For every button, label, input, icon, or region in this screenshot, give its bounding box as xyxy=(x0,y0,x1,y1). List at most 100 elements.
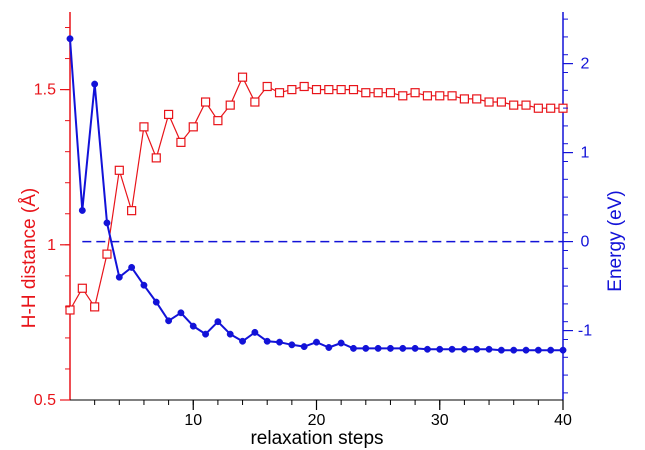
hh-distance-point xyxy=(262,81,272,92)
energy-point xyxy=(522,346,530,354)
hh-distance-point xyxy=(509,100,519,110)
hh-distance-point xyxy=(533,103,543,113)
energy-point xyxy=(239,337,247,345)
hh-distance-point xyxy=(127,206,137,216)
hh-distance-point xyxy=(459,94,469,104)
ticks-layer: 0.5 1 1.5 -1 0 1 2 10 20 30 40 xyxy=(34,18,592,429)
energy-point xyxy=(140,281,148,289)
y-right-tick-label: 1 xyxy=(581,145,590,162)
energy-point xyxy=(91,80,99,88)
energy-point xyxy=(214,318,222,326)
hh-distance-point xyxy=(250,97,260,107)
hh-distance-point xyxy=(472,94,482,104)
hh-distance-point xyxy=(188,122,198,132)
hh-distance-point xyxy=(336,84,346,95)
hh-distance-point xyxy=(287,84,297,95)
energy-point xyxy=(399,344,407,352)
energy-point xyxy=(300,343,308,351)
y-right-axis-label: Energy (eV) xyxy=(605,190,626,291)
energy-series xyxy=(66,35,567,354)
energy-point xyxy=(66,35,74,43)
energy-point xyxy=(263,337,271,345)
hh-distance-point xyxy=(90,302,100,312)
hh-distance-point xyxy=(274,88,285,98)
y-right-tick-label: 0 xyxy=(581,234,590,251)
energy-point xyxy=(362,344,370,352)
energy-point xyxy=(534,346,542,354)
energy-point xyxy=(337,339,345,347)
energy-point xyxy=(559,346,567,354)
hh-distance-point xyxy=(65,305,75,315)
x-axis-label: relaxation steps xyxy=(250,428,383,449)
y-right-tick-label: -1 xyxy=(578,323,592,340)
y-left-tick-label: 1 xyxy=(47,237,56,254)
hh-distance-point xyxy=(410,88,420,98)
energy-point xyxy=(177,309,185,317)
hh-distance-point xyxy=(225,100,235,110)
energy-point xyxy=(202,330,210,338)
energy-point xyxy=(387,344,394,352)
energy-point xyxy=(411,344,419,352)
hh-distance-line xyxy=(69,76,563,311)
y-right-tick-label: 2 xyxy=(581,56,590,73)
hh-distance-point xyxy=(139,122,149,132)
hh-distance-point xyxy=(385,88,396,98)
x-tick-label: 30 xyxy=(431,412,449,429)
hh-distance-point xyxy=(299,81,309,92)
x-tick-label: 40 xyxy=(554,412,572,429)
hh-distance-point xyxy=(237,72,248,82)
energy-point xyxy=(350,344,357,352)
energy-point xyxy=(510,346,518,354)
hh-distance-point xyxy=(164,109,174,120)
series-layer xyxy=(65,35,568,354)
hh-distance-point xyxy=(398,91,408,101)
energy-point xyxy=(497,346,505,354)
hh-distance-point xyxy=(546,103,556,113)
energy-point xyxy=(288,341,296,349)
y-left-tick-label: 1.5 xyxy=(34,82,56,99)
energy-point xyxy=(423,345,431,353)
hh-distance-point xyxy=(77,283,87,293)
hh-distance-point xyxy=(324,84,334,95)
energy-point xyxy=(485,345,493,353)
energy-point xyxy=(313,338,320,346)
hh-distance-point xyxy=(114,165,124,175)
hh-distance-point xyxy=(200,97,211,107)
energy-point xyxy=(276,338,283,346)
energy-point xyxy=(325,344,333,351)
hh-distance-point xyxy=(435,91,445,101)
y-left-tick-label: 0.5 xyxy=(34,392,56,409)
hh-distance-point xyxy=(447,91,457,101)
energy-point xyxy=(115,273,123,281)
energy-point xyxy=(78,206,86,214)
energy-point xyxy=(128,263,136,271)
hh-distance-point xyxy=(521,100,531,110)
energy-point xyxy=(374,344,382,352)
energy-point xyxy=(152,298,160,306)
energy-point xyxy=(226,330,234,338)
energy-point xyxy=(448,345,456,353)
hh-distance-point xyxy=(373,88,383,98)
hh-distance-point xyxy=(311,84,322,95)
hh-distance-point xyxy=(422,91,433,101)
hh-distance-series xyxy=(65,72,568,315)
hh-distance-point xyxy=(361,88,371,98)
hh-distance-point xyxy=(151,153,161,163)
energy-point xyxy=(189,322,197,330)
hh-distance-point xyxy=(176,137,186,147)
energy-point xyxy=(460,345,468,353)
hh-distance-point xyxy=(213,116,223,126)
energy-point xyxy=(436,345,444,353)
hh-distance-point xyxy=(484,97,494,107)
x-tick-label: 20 xyxy=(308,412,326,429)
energy-point xyxy=(103,219,111,227)
energy-point xyxy=(251,328,259,336)
x-tick-label: 10 xyxy=(184,412,202,429)
y-left-axis-label: H-H distance (Å) xyxy=(19,188,40,328)
hh-distance-point xyxy=(102,249,112,259)
hh-distance-point xyxy=(496,97,506,107)
energy-point xyxy=(165,317,173,325)
energy-point xyxy=(547,346,555,354)
hh-distance-point xyxy=(348,84,359,95)
